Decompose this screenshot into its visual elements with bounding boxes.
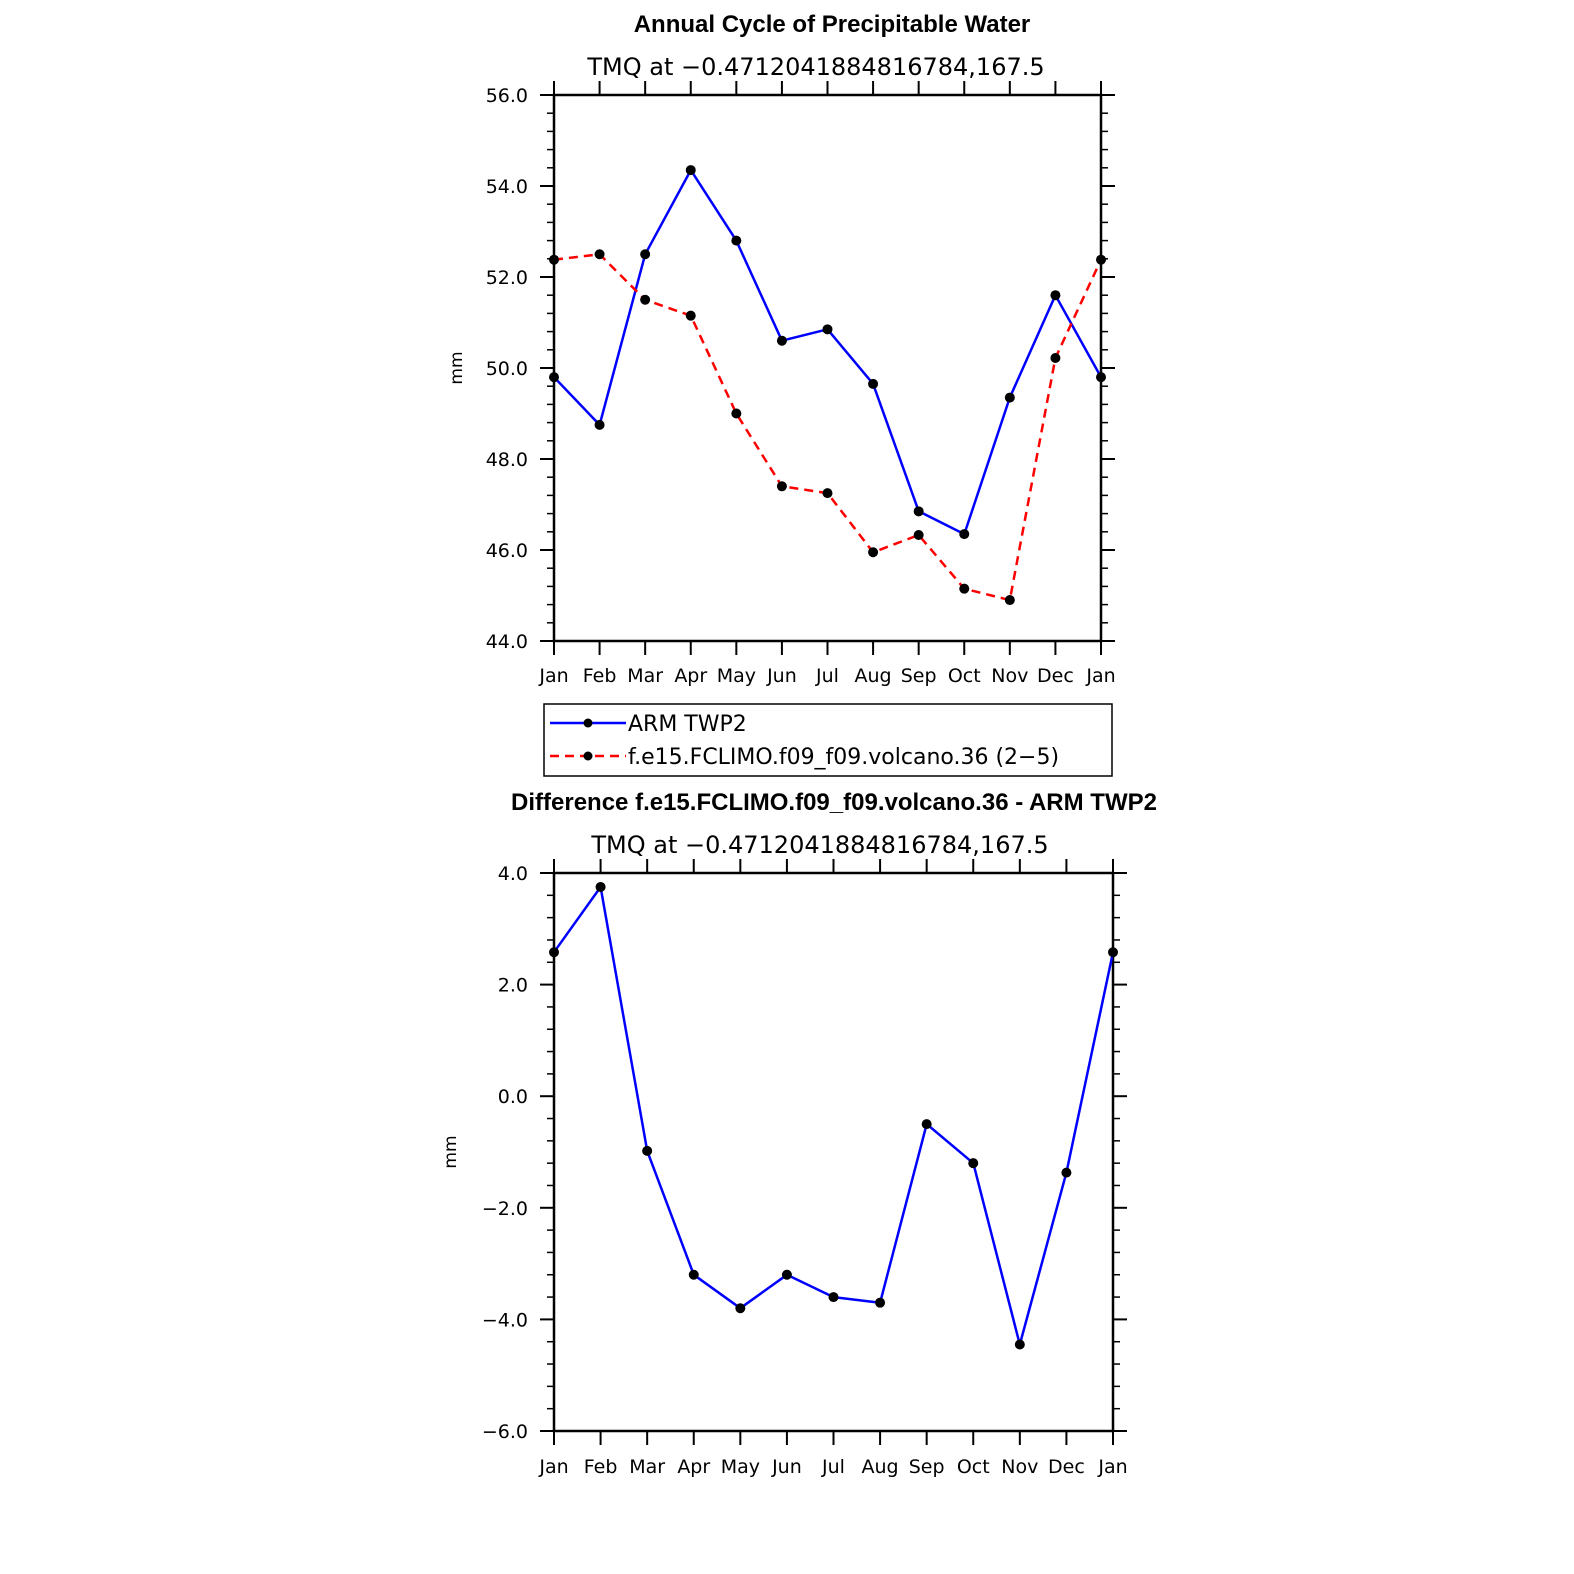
top-series-0-point <box>776 335 787 346</box>
top-xtick-label: Feb <box>583 665 617 687</box>
top-series-1-point <box>822 488 833 499</box>
top-xtick-label: Jul <box>815 665 839 687</box>
top-series-0-point <box>959 529 970 540</box>
top-ytick-label: 46.0 <box>486 540 528 562</box>
bottom-xtick-label: Feb <box>584 1456 618 1478</box>
top-xtick-label: Apr <box>674 665 707 687</box>
bottom-ytick-label: −2.0 <box>482 1198 528 1220</box>
top-series-1-point <box>776 481 787 492</box>
top-series-0-point <box>913 506 924 517</box>
bottom-series-0-point <box>1061 1167 1072 1178</box>
bottom-series-0-point <box>688 1269 699 1280</box>
bottom-xtick-label: Nov <box>1001 1456 1038 1478</box>
top-series-1-point <box>549 254 559 265</box>
bottom-ytick-label: 2.0 <box>498 975 528 997</box>
top-series-0-point <box>1096 372 1106 383</box>
bottom-xtick-label: Jul <box>821 1456 845 1478</box>
bottom-ytick-label: 4.0 <box>498 863 528 885</box>
top-series-0-point <box>640 249 651 260</box>
top-xtick-label: Mar <box>627 665 663 687</box>
bottom-chart-title: Difference f.e15.FCLIMO.f09_f09.volcano.… <box>511 789 1157 816</box>
top-plot-frame <box>552 93 1103 643</box>
top-ytick-label: 50.0 <box>486 358 528 380</box>
bottom-series-0-point <box>1108 947 1118 958</box>
bottom-series-line-0 <box>552 885 1115 1346</box>
bottom-xtick-label: Aug <box>862 1456 899 1478</box>
top-series-0-point <box>685 165 696 176</box>
top-xtick-label: Jan <box>538 665 568 687</box>
bottom-series-0-point <box>828 1292 839 1303</box>
bottom-chart-subtitle: TMQ at −0.4712041884816784,167.5 <box>590 831 1048 859</box>
top-series-line-0 <box>553 168 1103 536</box>
top-series-1-point <box>1050 352 1061 363</box>
top-series-0-point <box>822 324 833 335</box>
bottom-xtick-label: Mar <box>629 1456 665 1478</box>
top-series-0-point <box>1050 290 1061 301</box>
top-ytick-label: 56.0 <box>486 85 528 107</box>
top-series-0-point <box>868 378 879 389</box>
bottom-series-0-point <box>968 1158 979 1169</box>
legend: ARM TWP2 f.e15.FCLIMO.f09_f09.volcano.36… <box>543 703 1113 777</box>
top-ytick-label: 44.0 <box>486 631 528 653</box>
top-series-1-point <box>594 249 605 260</box>
top-series-1-point <box>731 408 742 419</box>
top-xtick-label: Sep <box>901 665 937 687</box>
bottom-chart: Difference f.e15.FCLIMO.f09_f09.volcano.… <box>441 789 1157 1478</box>
top-xtick-label: Jan <box>1085 665 1115 687</box>
legend-label-model: f.e15.FCLIMO.f09_f09.volcano.36 (2−5) <box>628 745 1059 770</box>
top-series-0-point <box>1004 392 1015 403</box>
bottom-xtick-label: Jan <box>1097 1456 1127 1478</box>
bottom-xtick-label: Apr <box>677 1456 710 1478</box>
top-xtick-label: Oct <box>948 665 981 687</box>
legend-box <box>543 703 1113 777</box>
top-chart: Annual Cycle of Precipitable Water TMQ a… <box>447 11 1116 687</box>
top-series-1-point <box>1004 595 1015 606</box>
bottom-series-0-point <box>1014 1339 1025 1350</box>
top-xtick-label: May <box>717 665 756 687</box>
bottom-xtick-label: Sep <box>909 1456 945 1478</box>
top-xtick-label: Dec <box>1037 665 1074 687</box>
bottom-series-0-point <box>735 1303 746 1314</box>
bottom-ytick-label: −6.0 <box>482 1421 528 1443</box>
top-series-1-point <box>1096 254 1106 265</box>
top-series-0-point <box>594 419 605 430</box>
bottom-xtick-label: Oct <box>957 1456 990 1478</box>
top-xtick-label: Nov <box>991 665 1028 687</box>
top-ytick-label: 54.0 <box>486 176 528 198</box>
top-series-1-point <box>868 547 879 558</box>
top-chart-ylabel: mm <box>447 351 467 384</box>
bottom-chart-ylabel: mm <box>441 1135 461 1168</box>
top-series-1-point <box>640 294 651 305</box>
bottom-xtick-label: May <box>721 1456 760 1478</box>
legend-marker-model <box>583 751 593 761</box>
top-series-line-1 <box>553 253 1103 602</box>
bottom-xtick-label: Jun <box>771 1456 802 1478</box>
bottom-xtick-label: Dec <box>1048 1456 1085 1478</box>
legend-marker-arm <box>583 718 593 728</box>
top-series-0-point <box>731 235 742 246</box>
bottom-series-0-point <box>549 947 559 958</box>
top-series-1-point <box>685 310 696 321</box>
bottom-series-0-point <box>781 1269 792 1280</box>
top-ytick-label: 52.0 <box>486 267 528 289</box>
legend-label-arm: ARM TWP2 <box>628 712 747 737</box>
top-xtick-label: Aug <box>855 665 892 687</box>
top-series-1-point <box>959 583 970 594</box>
bottom-series-0-point <box>642 1145 653 1156</box>
bottom-ytick-label: 0.0 <box>498 1086 528 1108</box>
bottom-series-0-point <box>875 1297 886 1308</box>
bottom-series-0-point <box>595 881 606 892</box>
bottom-plot-frame <box>552 871 1115 1433</box>
bottom-series-0-point <box>921 1119 932 1130</box>
bottom-xtick-label: Jan <box>538 1456 568 1478</box>
top-xtick-label: Jun <box>766 665 797 687</box>
top-series-0-point <box>549 372 559 383</box>
top-chart-title: Annual Cycle of Precipitable Water <box>634 11 1031 38</box>
top-chart-subtitle: TMQ at −0.4712041884816784,167.5 <box>586 53 1044 81</box>
top-ytick-label: 48.0 <box>486 449 528 471</box>
top-series-1-point <box>913 529 924 540</box>
bottom-ytick-label: −4.0 <box>482 1309 528 1331</box>
